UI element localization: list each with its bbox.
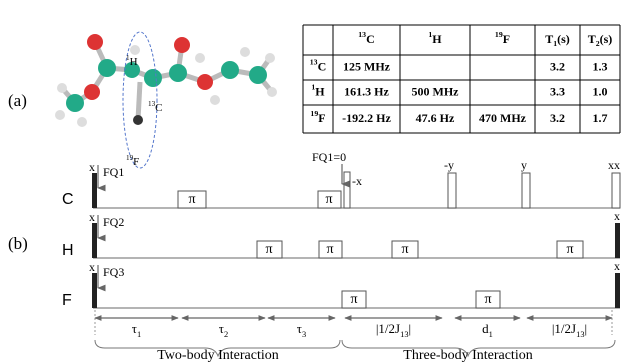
table-cell: -192.2 Hz — [342, 111, 391, 125]
text-part: |1/2J — [552, 321, 576, 336]
text-part: F — [133, 156, 139, 168]
frequency-label: FQ2 — [103, 215, 124, 229]
text-part: H — [315, 84, 325, 98]
pi-label: π — [326, 242, 333, 257]
panel-label: (a) — [8, 91, 27, 110]
table-cell: 13C — [310, 58, 326, 73]
figure: (a) 1H13C19F 13C1H19FT1(s)T2(s)13C125 MH… — [0, 0, 626, 364]
pi-label: π — [566, 242, 573, 257]
text-part: H — [130, 56, 138, 68]
table-cell: 1.0 — [593, 84, 608, 98]
pi-label: π — [265, 242, 272, 257]
frequency-label: FQ3 — [103, 265, 124, 279]
subscript: 3 — [302, 329, 306, 339]
channel-label: H — [62, 242, 74, 259]
table-cell: 161.3 Hz — [344, 84, 389, 98]
pi-label: π — [325, 192, 332, 207]
table-cell: 500 MHz — [412, 84, 460, 98]
superscript: 13 — [358, 30, 366, 39]
table-cell: 1.3 — [593, 59, 608, 73]
frequency-label: FQ1=0 — [312, 150, 346, 164]
atom-label: 13C — [148, 100, 162, 114]
table-cell: 3.2 — [550, 59, 565, 73]
text-part: C — [366, 32, 375, 46]
pi-label: π — [484, 292, 491, 307]
delay-label: |1/2J13| — [376, 321, 411, 339]
phase-label: x — [614, 259, 620, 273]
phase-label: xx — [608, 158, 620, 172]
text-part: | — [585, 321, 588, 336]
phase-label: x — [89, 160, 95, 174]
phase-label: x — [614, 209, 620, 223]
superscript: 19 — [495, 30, 503, 39]
channel-label: C — [62, 191, 74, 208]
stage-label: Two-body Interaction — [157, 348, 278, 363]
text-part: T — [588, 32, 596, 46]
superscript: 13 — [310, 58, 318, 67]
delay-label: τ2 — [219, 321, 228, 339]
text-part: F — [318, 111, 325, 125]
phase-label: x — [89, 210, 95, 224]
text-part: T — [545, 32, 553, 46]
table-cell: 3.3 — [550, 84, 565, 98]
atom-label: 19F — [126, 154, 139, 168]
pi-label: π — [401, 242, 408, 257]
table-cell: 19F — [310, 109, 325, 124]
channel-label: F — [62, 292, 72, 309]
phase-label: -x — [352, 174, 362, 188]
page: {"panel_a": {"label": "(a)", "molecule_l… — [0, 0, 626, 364]
subscript: 1 — [489, 329, 493, 339]
text-part: F — [503, 32, 510, 46]
table-header: T1(s) — [545, 32, 570, 49]
table-header: T2(s) — [588, 32, 613, 49]
text-part: (s) — [557, 32, 570, 46]
panel-label: (b) — [8, 234, 28, 253]
table-cell: 470 MHz — [479, 111, 527, 125]
text-part: |1/2J — [376, 321, 400, 336]
subscript: 13 — [400, 329, 408, 339]
text-part: H — [432, 32, 442, 46]
table-header: 13C — [358, 30, 374, 45]
delay-label: d1 — [482, 321, 493, 339]
stage-label: Three-body Interaction — [403, 348, 532, 363]
phase-label: x — [89, 260, 95, 274]
frequency-arrows — [98, 164, 342, 288]
pi-label: π — [350, 292, 357, 307]
delay-label: |1/2J13| — [552, 321, 587, 339]
pulses — [92, 172, 620, 308]
subscript: 13 — [576, 329, 584, 339]
text-part: C — [318, 59, 327, 73]
text-part: (s) — [600, 32, 613, 46]
delay-label: τ1 — [132, 321, 141, 339]
subscript: 1 — [137, 329, 141, 339]
table-cell: 47.6 Hz — [416, 111, 455, 125]
pi-label: π — [188, 192, 195, 207]
table-cell: 125 MHz — [343, 59, 391, 73]
frequency-label: FQ1 — [103, 165, 124, 179]
guides — [95, 310, 612, 335]
subscript: 2 — [224, 329, 228, 339]
text-part: C — [155, 102, 162, 114]
text-part: | — [409, 321, 412, 336]
table-cell: 3.2 — [550, 111, 565, 125]
phase-label: -y — [444, 158, 454, 172]
table-header: 1H — [428, 30, 442, 45]
table-header: 19F — [495, 30, 510, 45]
molecule — [55, 32, 277, 168]
phase-label: y — [521, 158, 527, 172]
delay-label: τ3 — [297, 321, 306, 339]
table-cell: 1.7 — [593, 111, 608, 125]
superscript: 19 — [310, 109, 318, 118]
table-cell: 1H — [311, 83, 325, 98]
